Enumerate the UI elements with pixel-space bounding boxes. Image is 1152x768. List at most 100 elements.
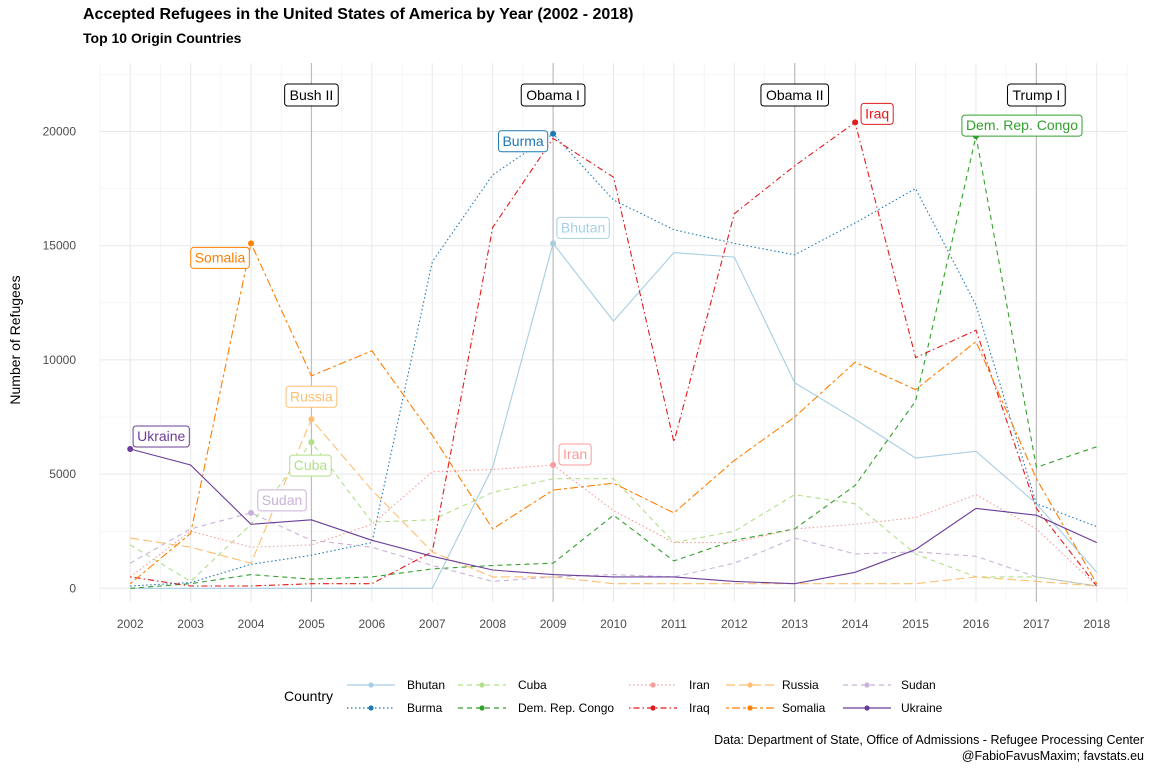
series-label-box [285, 385, 338, 408]
series-label: Somalia [195, 249, 246, 265]
series-label: Burma [502, 133, 543, 149]
x-tick-label: 2016 [963, 617, 990, 631]
series-line [129, 464, 1098, 587]
era-label: Trump I [1013, 87, 1061, 103]
legend-key-point [479, 682, 485, 688]
series-label-box [257, 489, 307, 512]
series-line [130, 133, 1097, 587]
legend-entry-label: Iran [689, 678, 710, 692]
series-lines [129, 121, 1098, 589]
legend-entry-label: Sudan [901, 678, 936, 692]
x-tick-label: 2002 [117, 617, 144, 631]
era-lines [310, 63, 1037, 602]
caption-line-author: @FabioFavusMaxim; favstats.eu [961, 749, 1144, 763]
series-label-box [289, 454, 332, 477]
highlight-point [248, 240, 255, 247]
highlight-point [852, 119, 859, 126]
era-label: Bush II [290, 87, 334, 103]
series-label-box [558, 443, 592, 466]
y-tick-label: 5000 [49, 467, 76, 481]
era-label-box [760, 83, 830, 107]
series-line [130, 448, 1098, 585]
legend-entry-label: Burma [407, 701, 443, 715]
grid-lines [99, 63, 1128, 602]
legend-entry-label: Dem. Rep. Congo [518, 701, 614, 715]
y-axis-ticks: 0 5000 10000 15000 20000 [43, 125, 77, 596]
series-line [130, 242, 1098, 589]
series-label: Russia [290, 388, 333, 404]
series-label: Iraq [865, 105, 889, 121]
legend: Country Bhutan Burma Cuba Dem. Rep. Congo Ir… [284, 678, 943, 715]
x-tick-label: 2007 [419, 617, 446, 631]
x-tick-label: 2009 [540, 617, 567, 631]
x-tick-label: 2014 [842, 617, 869, 631]
legend-entry-label: Russia [782, 678, 819, 692]
series-label-box [497, 130, 549, 153]
series-label-box [190, 246, 250, 269]
era-label-box [1007, 83, 1066, 107]
series-label: Ukraine [137, 428, 185, 444]
legend-key-point [747, 682, 753, 688]
x-tick-label: 2003 [177, 617, 204, 631]
y-tick-label: 0 [69, 581, 76, 595]
x-tick-label: 2012 [721, 617, 748, 631]
highlight-point [550, 240, 557, 247]
era-label: Obama I [526, 87, 580, 103]
x-tick-label: 2005 [298, 617, 325, 631]
x-tick-label: 2015 [902, 617, 929, 631]
legend-key-point [479, 705, 485, 711]
legend-key-point [864, 705, 870, 711]
legend-title: Country [284, 688, 333, 704]
highlight-point [550, 130, 557, 137]
x-tick-label: 2018 [1083, 617, 1110, 631]
series-line [129, 441, 1097, 587]
series-label-box [556, 216, 610, 239]
series-line [130, 121, 1098, 587]
x-tick-label: 2017 [1023, 617, 1050, 631]
series-label-box [132, 425, 190, 448]
series-label: Sudan [262, 492, 302, 508]
legend-key-point [368, 682, 374, 688]
era-label: Obama II [766, 87, 824, 103]
y-axis-title: Number of Refugees [7, 275, 23, 404]
era-label-box [284, 83, 339, 107]
legend-entry-label: Iraq [689, 701, 710, 715]
series-line [129, 512, 1097, 587]
legend-entry-label: Bhutan [407, 678, 445, 692]
series-label: Bhutan [561, 219, 605, 235]
legend-key-point [650, 682, 656, 688]
chart-title: Accepted Refugees in the United States o… [83, 6, 634, 23]
highlight-labels: Bush II Obama I Obama II Trump I Bhutan Burma… [127, 83, 1083, 516]
y-tick-label: 20000 [43, 125, 77, 139]
highlight-point [308, 416, 315, 423]
caption-line-source: Data: Department of State, Office of Adm… [714, 733, 1144, 747]
series-line [129, 241, 1098, 585]
x-tick-label: 2004 [238, 617, 265, 631]
x-axis-ticks: 2002 2003 2004 2005 2006 2007 2008 2009 2010 2011… [117, 617, 1111, 631]
highlight-point [127, 445, 134, 452]
chart-caption: Data: Department of State, Office of Adm… [714, 732, 1144, 764]
x-tick-label: 2011 [661, 617, 687, 631]
x-tick-label: 2008 [479, 617, 506, 631]
highlight-point [550, 461, 557, 468]
series-label-box [860, 102, 894, 125]
legend-key-point [368, 705, 374, 711]
legend-entry-label: Ukraine [901, 701, 943, 715]
highlight-point [248, 509, 255, 516]
series-label: Dem. Rep. Congo [966, 117, 1078, 133]
era-label-box [520, 83, 586, 107]
series-label-box [961, 114, 1083, 137]
legend-key-point [650, 705, 656, 711]
legend-key-point [747, 705, 753, 711]
highlight-point [308, 439, 315, 446]
series-line [130, 135, 1097, 589]
x-tick-label: 2010 [600, 617, 627, 631]
legend-entry-label: Somalia [782, 701, 826, 715]
legend-entry-label: Cuba [518, 678, 547, 692]
y-tick-label: 15000 [43, 239, 77, 253]
series-label: Iran [563, 446, 587, 462]
x-tick-label: 2006 [359, 617, 386, 631]
series-label: Cuba [294, 457, 328, 473]
y-tick-label: 10000 [43, 353, 77, 367]
